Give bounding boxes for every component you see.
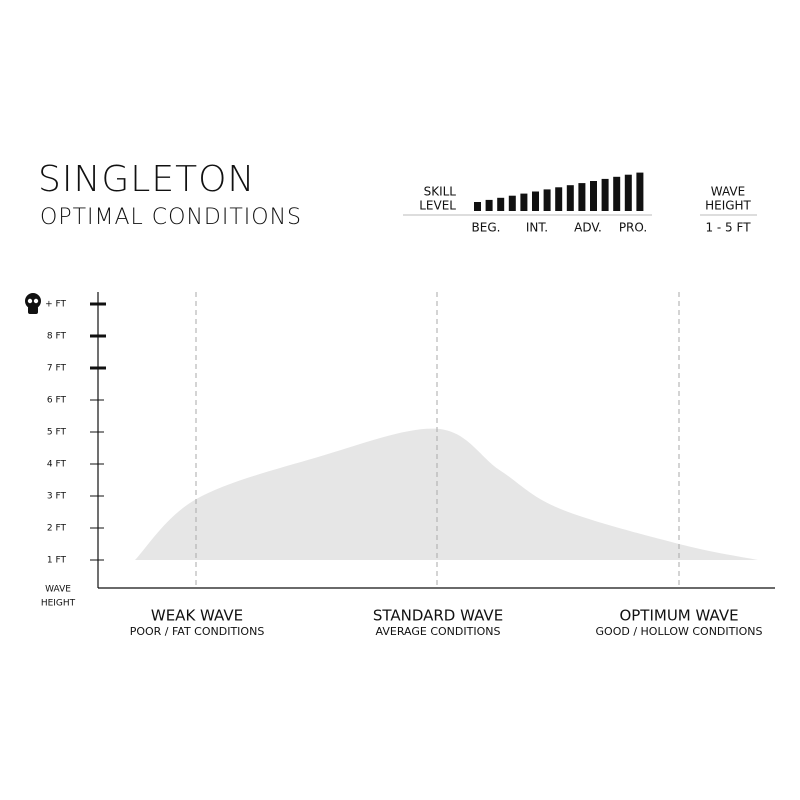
condition-note: GOOD / HOLLOW CONDITIONS	[596, 625, 763, 638]
condition-label: STANDARD WAVE	[373, 607, 503, 625]
skill-bar	[601, 178, 609, 211]
skill-level: INT.	[526, 221, 548, 235]
y-axis-label: HEIGHT	[41, 599, 76, 609]
skill-bar	[578, 183, 586, 211]
skull-icon	[25, 293, 41, 314]
y-tick-label: + FT	[45, 300, 66, 310]
skill-bar	[555, 187, 563, 211]
area	[135, 428, 758, 560]
title: SINGLETON	[38, 159, 255, 200]
skill-bar	[508, 195, 516, 211]
skill-bar	[520, 193, 528, 211]
skill-bar	[613, 176, 621, 211]
skill-bar	[532, 191, 539, 211]
y-axis-label: WAVE	[45, 585, 71, 595]
skill-label: SKILL	[424, 185, 457, 199]
skill-bar	[566, 185, 574, 211]
skill-bar	[497, 197, 505, 211]
skill-bar	[636, 172, 644, 211]
skill-level: ADV.	[574, 221, 602, 235]
wave-height-range: 1 - 5 FT	[705, 221, 751, 235]
condition-note: POOR / FAT CONDITIONS	[130, 625, 265, 638]
y-tick-label: 4 FT	[47, 460, 67, 470]
skill-label: LEVEL	[419, 199, 456, 213]
condition-label: OPTIMUM WAVE	[619, 607, 738, 625]
chart: 1 FT 2 FT 3 FT 4 FT 5 FT 6 FT 7 FT 8 FT + FT WAVE…	[25, 292, 775, 638]
y-tick-label: 6 FT	[47, 396, 67, 406]
wave-height-label: WAVE	[711, 185, 745, 199]
y-tick-label: 2 FT	[47, 524, 67, 534]
y-tick-label: 5 FT	[47, 428, 67, 438]
skill-level: PRO.	[619, 221, 647, 235]
y-tick-label: 1 FT	[47, 556, 67, 566]
y-tick-label: 3 FT	[47, 492, 67, 502]
skill-bar	[543, 189, 551, 211]
wave-height-label: HEIGHT	[705, 199, 751, 213]
y-tick-label: 8 FT	[47, 332, 67, 342]
subtitle: OPTIMAL CONDITIONS	[40, 205, 302, 230]
skill-bar	[624, 174, 632, 211]
skill-bar	[485, 199, 493, 211]
y-tick-label: 7 FT	[47, 364, 67, 374]
condition-note: AVERAGE CONDITIONS	[376, 625, 501, 638]
skill-bar	[590, 181, 597, 211]
condition-label: WEAK WAVE	[151, 607, 243, 625]
skill-level: BEG.	[472, 221, 501, 235]
skill-bar	[474, 202, 481, 211]
skill-bars	[474, 172, 644, 211]
